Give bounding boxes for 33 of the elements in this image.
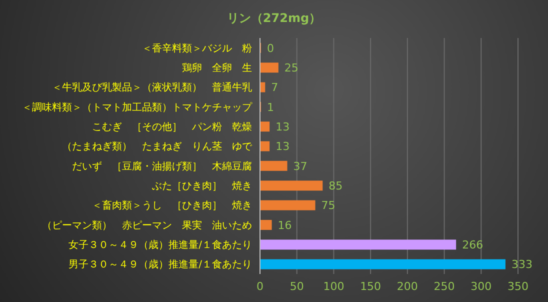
data-label: 13	[276, 140, 290, 154]
y-tick-label: ぶた［ひき肉］ 焼き	[152, 180, 252, 192]
data-label: 266	[462, 238, 484, 252]
data-label: 75	[321, 199, 336, 212]
x-tick-label: 100	[323, 280, 344, 293]
data-label: 25	[284, 61, 298, 74]
x-tick-label: 150	[360, 280, 382, 293]
x-tick-label: 0	[256, 280, 264, 293]
y-tick-label: ＜調味料類＞（トマト加工品類）トマトケチャップ	[22, 101, 253, 114]
y-tick-label: ＜畜肉類＞うし ［ひき肉］ 焼き	[92, 200, 252, 212]
x-tick-label: 300	[470, 280, 492, 293]
y-tick-label: （ピーマン類） 赤ピーマン 果実 油いため	[42, 219, 252, 232]
data-label: 85	[328, 179, 343, 192]
data-label: 37	[293, 160, 308, 173]
data-label: 0	[267, 42, 274, 55]
x-tick-label: 250	[434, 280, 455, 293]
data-label: 16	[278, 218, 292, 232]
y-tick-label: ＜牛乳及び乳製品＞（液状乳類） 普通牛乳	[52, 82, 252, 94]
y-tick-label: （たまねぎ類） たまねぎ りん茎 ゆで	[62, 140, 253, 153]
data-label: 1	[267, 100, 274, 114]
data-label: 333	[511, 258, 532, 272]
x-tick-label: 350	[508, 280, 528, 293]
chart-title: リン（272mg）	[226, 10, 322, 27]
y-tick-label: こむぎ ［その他］ パン粉 乾燥	[92, 121, 252, 134]
y-tick-label: 男子３０～４９（歳）推進量/１食あたり	[68, 258, 252, 271]
y-tick-label: 女子３０～４９（歳）推進量/１食あたり	[68, 239, 252, 252]
y-tick-label: 鶏卵 全卵 生	[182, 62, 252, 74]
y-tick-label: だいず ［豆腐・油揚げ類］ 木綿豆腐	[72, 160, 252, 172]
data-label: 13	[276, 120, 290, 134]
x-tick-label: 200	[396, 280, 418, 293]
y-tick-label: ＜香辛料類＞バジル 粉	[142, 42, 252, 54]
x-tick-label: 50	[290, 280, 304, 293]
data-label: 7	[271, 81, 278, 94]
